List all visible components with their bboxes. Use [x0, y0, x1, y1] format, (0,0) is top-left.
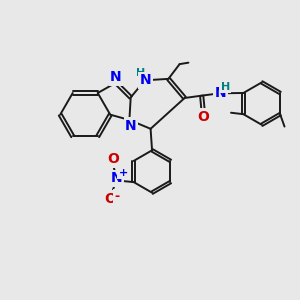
Text: +: + — [118, 168, 128, 178]
Text: H: H — [220, 82, 230, 92]
Text: N: N — [110, 70, 122, 84]
Text: H: H — [136, 68, 145, 78]
Text: N: N — [125, 119, 137, 133]
Text: N: N — [140, 73, 151, 87]
Text: O: O — [197, 110, 209, 124]
Text: N: N — [111, 171, 123, 185]
Text: O: O — [107, 152, 119, 167]
Text: -: - — [114, 190, 119, 203]
Text: N: N — [215, 86, 226, 100]
Text: O: O — [104, 192, 116, 206]
